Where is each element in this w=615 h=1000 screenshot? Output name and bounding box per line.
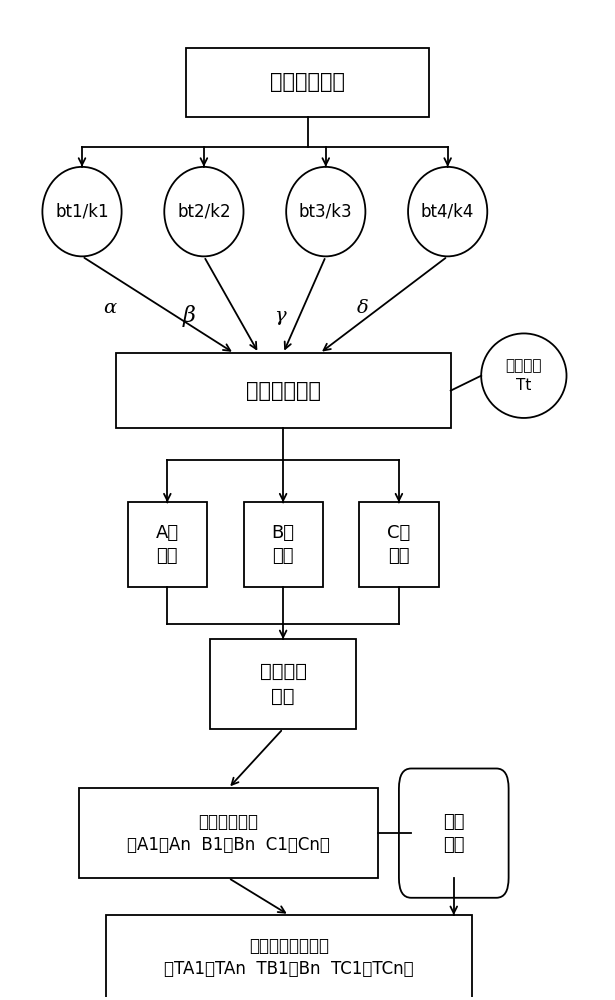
Ellipse shape — [164, 167, 244, 256]
FancyBboxPatch shape — [116, 353, 451, 428]
FancyBboxPatch shape — [359, 502, 438, 587]
Text: 流量监视
模块: 流量监视 模块 — [260, 662, 307, 706]
FancyBboxPatch shape — [244, 502, 323, 587]
Text: 应用二次排序
（A1～An  B1～Bn  C1～Cn）: 应用二次排序 （A1～An B1～Bn C1～Cn） — [127, 813, 330, 854]
Text: 时间阈值
Tt: 时间阈值 Tt — [506, 359, 542, 393]
Text: bt2/k2: bt2/k2 — [177, 203, 231, 221]
Text: δ: δ — [357, 299, 368, 317]
Text: 终端电池电量: 终端电池电量 — [270, 72, 345, 92]
Text: β: β — [182, 305, 195, 327]
Text: α: α — [103, 299, 116, 317]
FancyBboxPatch shape — [399, 768, 509, 898]
FancyBboxPatch shape — [128, 502, 207, 587]
Text: bt3/k3: bt3/k3 — [299, 203, 352, 221]
FancyBboxPatch shape — [106, 915, 472, 1000]
Ellipse shape — [408, 167, 487, 256]
FancyBboxPatch shape — [186, 48, 429, 117]
Text: bt1/k1: bt1/k1 — [55, 203, 109, 221]
Text: γ: γ — [274, 307, 286, 325]
Text: 应用流量权值设定
（TA1～TAn  TB1～Bn  TC1～TCn）: 应用流量权值设定 （TA1～TAn TB1～Bn TC1～TCn） — [164, 937, 414, 978]
Text: 流量
权值: 流量 权值 — [443, 813, 464, 854]
Text: B档
应用: B档 应用 — [272, 524, 295, 565]
FancyBboxPatch shape — [210, 639, 356, 729]
Ellipse shape — [481, 333, 566, 418]
Text: A档
应用: A档 应用 — [156, 524, 179, 565]
Ellipse shape — [42, 167, 122, 256]
Ellipse shape — [286, 167, 365, 256]
Text: bt4/k4: bt4/k4 — [421, 203, 474, 221]
Text: C档
应用: C档 应用 — [387, 524, 411, 565]
Text: 应用权值排序: 应用权值排序 — [245, 381, 320, 401]
FancyBboxPatch shape — [79, 788, 378, 878]
